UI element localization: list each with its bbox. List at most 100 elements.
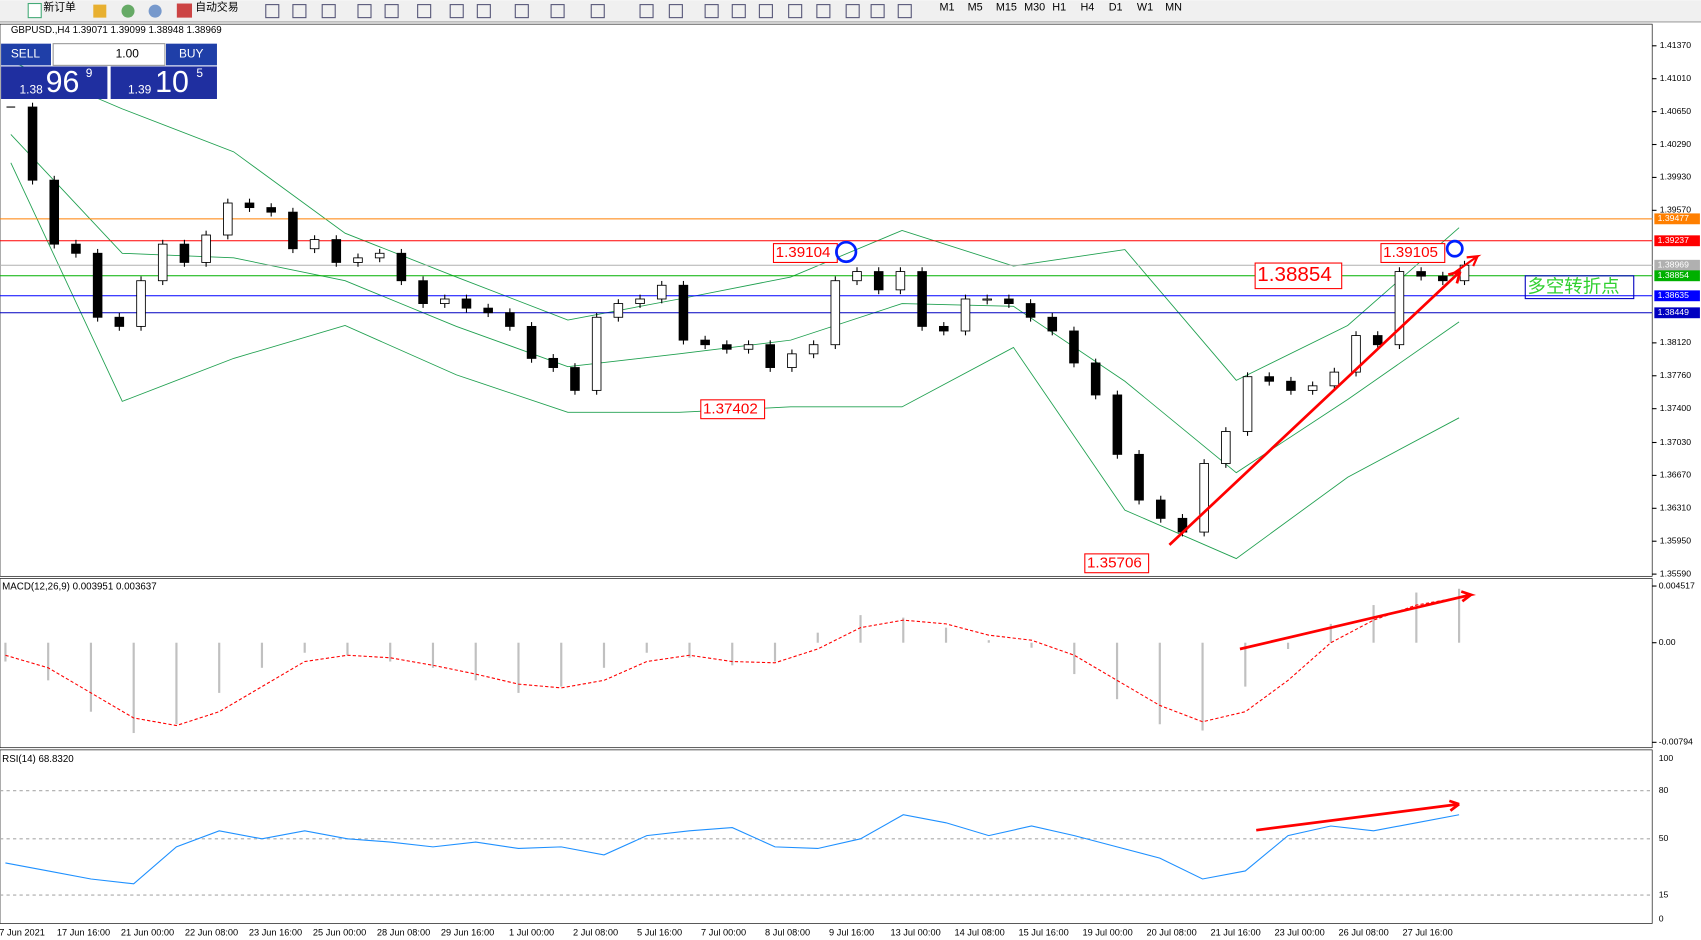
tool-button[interactable] [668, 4, 683, 19]
macd-bar [389, 642, 392, 662]
buy-button[interactable] [165, 43, 217, 66]
tool-button[interactable] [265, 4, 280, 19]
tool-button[interactable] [870, 4, 885, 19]
sell-price-point[interactable]: 9 [86, 66, 93, 80]
macd-bar [560, 642, 563, 687]
macd-bar [132, 642, 135, 734]
x-tick-label: 21 Jul 16:00 [1210, 928, 1260, 938]
price-level-tag [1654, 270, 1700, 282]
tool-button[interactable] [788, 4, 803, 19]
macd-bar [517, 642, 520, 693]
icon[interactable] [148, 4, 162, 18]
y-tick-label: 1.39570 [1660, 205, 1691, 215]
macd-bar [1244, 642, 1247, 687]
auto-trade-button[interactable]: 自动交易 [195, 0, 238, 14]
candle [1134, 453, 1144, 501]
x-tick-label: 29 Jun 16:00 [441, 928, 494, 938]
timeframe-button[interactable]: M15 [996, 2, 1017, 14]
y-tick-label: 50 [1659, 833, 1669, 843]
x-tick-label: 22 Jun 08:00 [185, 928, 238, 938]
y-tick-label: 1.41370 [1660, 40, 1691, 50]
candle [1069, 330, 1079, 364]
candle [613, 303, 624, 318]
candle [1155, 499, 1166, 519]
candle [635, 298, 645, 304]
timeframe-button[interactable]: H4 [1080, 2, 1094, 14]
y-tick-label: 80 [1659, 785, 1669, 795]
y-tick-label: 100 [1659, 753, 1674, 763]
macd-bar [602, 642, 606, 668]
candle [71, 243, 81, 254]
candle [27, 106, 38, 181]
timeframe-button[interactable]: D1 [1109, 2, 1123, 14]
candle [49, 179, 60, 245]
candle [1351, 335, 1361, 373]
sell-label[interactable]: SELL [11, 47, 41, 61]
macd-bar [175, 642, 178, 725]
lot-value[interactable]: 1.00 [116, 47, 140, 61]
tool-button[interactable] [292, 4, 307, 19]
candle [591, 316, 602, 391]
signal-line [5, 597, 1460, 727]
timeframe-button[interactable]: W1 [1137, 2, 1153, 14]
candle [1372, 335, 1383, 346]
candle [1112, 394, 1123, 455]
tool-button[interactable] [731, 4, 746, 19]
buy-price-pips[interactable]: 10 [155, 66, 189, 99]
timeframe-button[interactable]: M1 [939, 2, 954, 14]
price-annotation: 1.38854 [1257, 263, 1332, 286]
macd-bar [303, 642, 306, 653]
tool-button[interactable] [816, 4, 831, 19]
tool-button[interactable] [449, 4, 464, 19]
sell-price-big[interactable]: 1.38 [20, 82, 44, 96]
candle [765, 344, 775, 368]
auto-trade-icon[interactable] [176, 3, 193, 18]
tool-button[interactable] [845, 4, 860, 19]
candle [1394, 271, 1405, 346]
tool-button[interactable] [357, 4, 372, 19]
timeframe-button[interactable]: M5 [968, 2, 983, 14]
y-tick-label: 1.38120 [1660, 337, 1691, 347]
y-tick-label: 1.36670 [1660, 470, 1691, 480]
x-tick-label: 27 Jul 16:00 [1403, 928, 1453, 938]
tool-button[interactable] [758, 4, 773, 19]
tool-button[interactable] [514, 4, 529, 19]
x-tick-label: 20 Jul 08:00 [1146, 928, 1196, 938]
candle [1025, 303, 1036, 318]
icon[interactable] [121, 4, 135, 18]
candle [244, 202, 255, 209]
buy-price-big[interactable]: 1.39 [128, 82, 152, 96]
timeframe-button[interactable]: M30 [1024, 2, 1045, 14]
x-tick-label: 25 Jun 00:00 [313, 928, 366, 938]
buy-price-box[interactable] [110, 66, 217, 99]
y-tick-label: 1.36310 [1660, 503, 1691, 513]
candle [852, 271, 862, 282]
tool-button[interactable] [417, 4, 432, 19]
y-tick-label: 1.40650 [1660, 106, 1691, 116]
macd-bar [1415, 592, 1418, 643]
tool-button[interactable] [897, 4, 912, 19]
tool-button[interactable] [639, 4, 654, 19]
candle [223, 202, 233, 236]
sell-price-pips[interactable]: 96 [46, 66, 80, 99]
tool-button[interactable] [704, 4, 719, 19]
tool-button[interactable] [590, 4, 605, 19]
new-order-button[interactable]: 新订单 [43, 0, 76, 14]
buy-label[interactable]: BUY [179, 47, 204, 61]
sell-price-box[interactable] [1, 66, 108, 99]
tool-button[interactable] [476, 4, 491, 19]
timeframe-button[interactable]: H1 [1052, 2, 1066, 14]
new-order-icon[interactable] [27, 2, 42, 19]
candle [461, 298, 472, 309]
tool-button[interactable] [321, 4, 336, 19]
sell-button[interactable] [1, 43, 51, 66]
buy-price-point[interactable]: 5 [196, 66, 203, 80]
timeframe-button[interactable]: MN [1165, 2, 1182, 14]
lot-input[interactable] [52, 43, 166, 66]
chart-header: GBPUSD.,H4 1.39071 1.39099 1.38948 1.389… [11, 25, 222, 36]
tool-button[interactable] [550, 4, 565, 19]
candle [353, 257, 363, 263]
tool-button[interactable] [384, 4, 399, 19]
price-level-tag [1654, 213, 1700, 225]
icon[interactable] [93, 4, 107, 18]
